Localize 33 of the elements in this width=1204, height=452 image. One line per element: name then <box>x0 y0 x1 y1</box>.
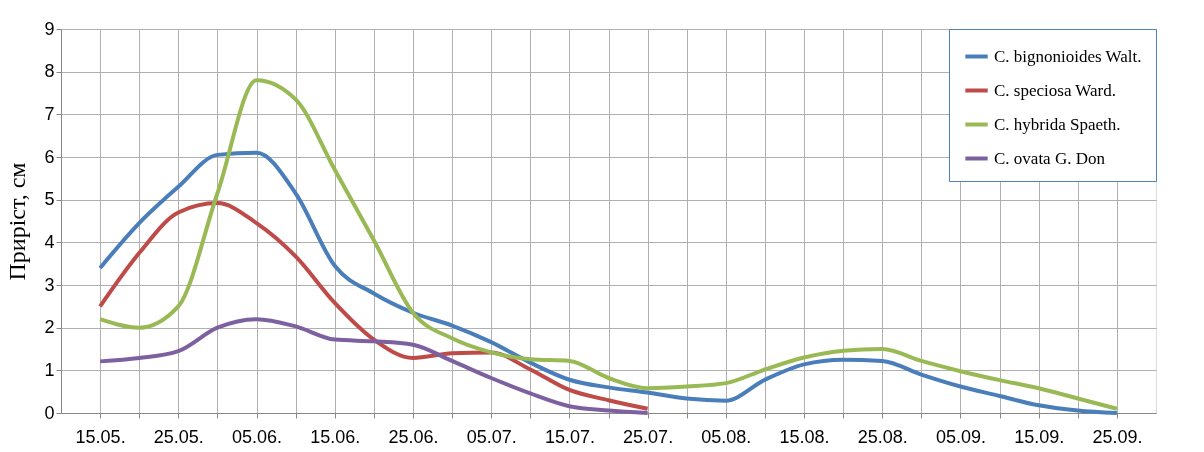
y-tick-label: 0 <box>44 402 55 423</box>
line-series <box>98 201 650 411</box>
y-tick-label: 6 <box>44 146 55 167</box>
x-tick-label: 25.06. <box>388 426 439 447</box>
line-series <box>98 150 1119 415</box>
x-tick-label: 25.09. <box>1092 426 1143 447</box>
x-tick-label: 25.07. <box>623 426 674 447</box>
y-tick-label: 3 <box>44 274 55 295</box>
legend-label: C. bignonioides Walt. <box>994 46 1142 66</box>
x-tick-label: 05.08. <box>701 426 752 447</box>
legend-label: C. speciosa Ward. <box>994 80 1117 100</box>
line-series <box>98 78 1119 411</box>
legend-label: C. ovata G. Don <box>994 148 1106 168</box>
y-tick-label: 9 <box>44 18 55 39</box>
x-tick-label: 15.08. <box>779 426 830 447</box>
legend-label: C. hybrida Spaeth. <box>994 114 1121 134</box>
y-tick-label: 8 <box>44 61 55 82</box>
x-tick-label: 05.09. <box>935 426 986 447</box>
x-tick-label: 25.08. <box>857 426 908 447</box>
x-tick-label: 05.06. <box>232 426 283 447</box>
y-tick-label: 7 <box>44 103 55 124</box>
y-axis-title: Приріст, см <box>4 162 31 281</box>
y-tick-label: 4 <box>44 231 55 252</box>
line-series <box>98 317 650 415</box>
x-tick-label: 15.09. <box>1014 426 1065 447</box>
y-tick-label: 2 <box>44 317 55 338</box>
x-tick-label: 25.05. <box>153 426 204 447</box>
x-tick-label: 15.07. <box>544 426 595 447</box>
x-tick-label: 05.07. <box>466 426 517 447</box>
y-tick-label: 1 <box>44 359 55 380</box>
x-tick-label: 15.06. <box>310 426 361 447</box>
x-tick-label: 15.05. <box>75 426 126 447</box>
y-tick-label: 5 <box>44 189 55 210</box>
